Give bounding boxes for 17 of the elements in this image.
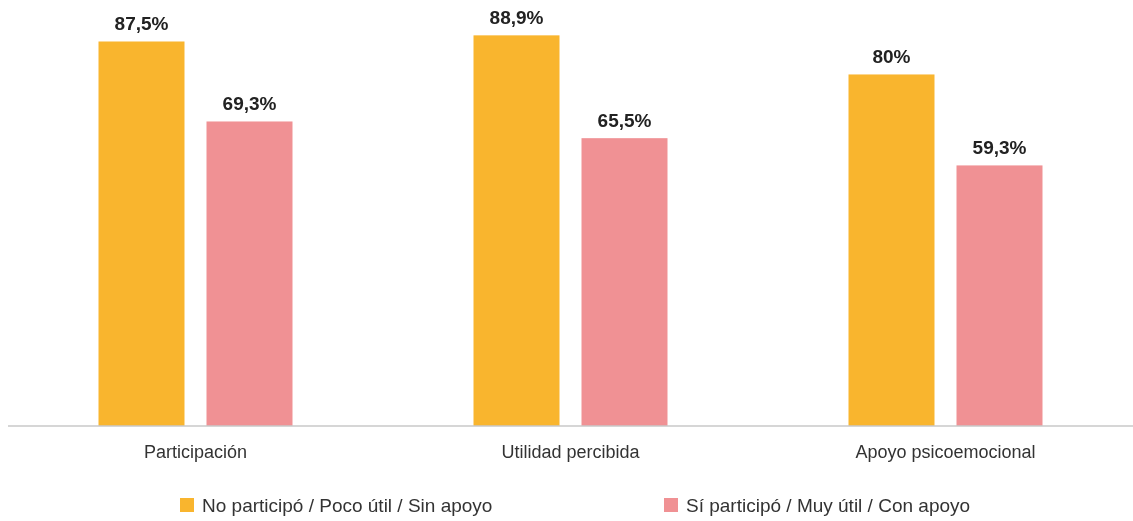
data-label: 59,3% <box>972 137 1027 159</box>
bar <box>956 165 1043 426</box>
bar <box>206 121 293 426</box>
bar <box>848 74 935 426</box>
bar <box>473 35 560 426</box>
x-tick-label: Utilidad percibida <box>501 442 641 462</box>
x-tick-label: Apoyo psicoemocional <box>855 442 1036 462</box>
data-label: 80% <box>872 46 911 68</box>
x-tick-label: Participación <box>143 442 248 462</box>
legend-label: Sí participó / Muy útil / Con apoyo <box>686 495 971 516</box>
data-label: 69,3% <box>222 93 277 115</box>
data-label: 65,5% <box>597 110 652 132</box>
legend-label: No participó / Poco útil / Sin apoyo <box>202 495 493 516</box>
data-label: 87,5% <box>114 13 169 35</box>
bar <box>98 41 185 426</box>
bar <box>581 138 668 426</box>
data-label: 88,9% <box>489 7 544 29</box>
